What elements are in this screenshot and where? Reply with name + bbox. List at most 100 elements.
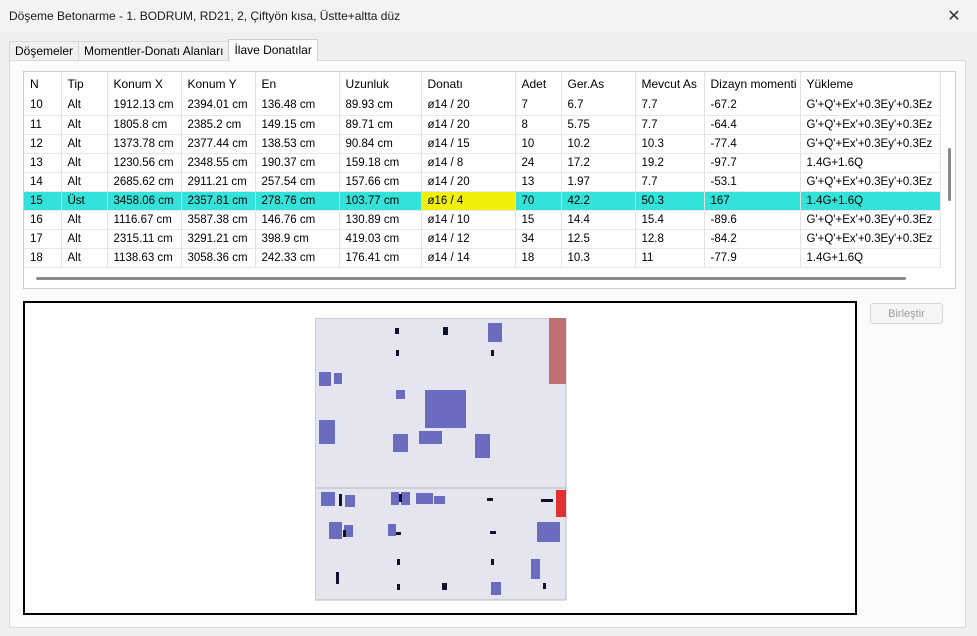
column-header[interactable]: Konum Y [181, 72, 256, 96]
table-cell: ø14 / 20 [421, 96, 516, 116]
table-row[interactable]: 10 Alt 1912.13 cm 2394.01 cm 136.48 cm 89.93 … [24, 96, 941, 116]
table-cell: 103.77 cm [339, 191, 422, 211]
table-cell: 10.2 [561, 134, 636, 154]
tab-momentler[interactable]: Momentler-Donatı Alanları [78, 41, 230, 61]
table-cell: -97.7 [704, 153, 801, 173]
table-row[interactable]: 13 Alt 1230.56 cm 2348.55 cm 190.37 cm 159.18… [24, 153, 941, 173]
table-cell: 278.76 cm [255, 191, 340, 211]
slab-preview-canvas[interactable] [23, 301, 857, 615]
table-row[interactable]: 15 Üst 3458.06 cm 2357.81 cm 278.76 cm 103.77… [24, 191, 941, 211]
table-cell: 13 [515, 172, 562, 192]
rebar-area [434, 496, 445, 504]
column-header[interactable]: Yükleme [800, 72, 941, 96]
table-cell: 2357.81 cm [181, 191, 256, 211]
tab-ilave-donatilar[interactable]: İlave Donatılar [228, 39, 318, 61]
table-cell: 11 [635, 248, 705, 268]
column-header[interactable]: Konum X [107, 72, 182, 96]
tab-panel: N Tip Konum X Konum Y En Uzunluk Donatı Adet Ger… [9, 60, 966, 628]
table-cell: 130.89 cm [339, 210, 422, 230]
table-cell: ø16 / 4 [421, 191, 516, 211]
column-header[interactable]: Adet [515, 72, 562, 96]
table-cell: Alt [61, 172, 108, 192]
table-cell: 1.4G+1.6Q [800, 191, 941, 211]
column-header[interactable]: Mevcut As [635, 72, 705, 96]
table-cell: 242.33 cm [255, 248, 340, 268]
table-cell: 15 [515, 210, 562, 230]
table-cell: 157.66 cm [339, 172, 422, 192]
table-cell: 6.7 [561, 96, 636, 116]
table-cell: Alt [61, 115, 108, 135]
rebar-mark [491, 350, 494, 356]
table-cell: 2685.62 cm [107, 172, 182, 192]
vertical-scroll-thumb[interactable] [948, 148, 951, 201]
tab-doseme[interactable]: Döşemeler [9, 41, 80, 61]
table-cell: 14.4 [561, 210, 636, 230]
table-cell: 1.97 [561, 172, 636, 192]
data-grid: N Tip Konum X Konum Y En Uzunluk Donatı Adet Ger… [24, 72, 941, 268]
table-cell: 1373.78 cm [107, 134, 182, 154]
table-cell: 17 [24, 229, 62, 249]
table-cell: 16 [24, 210, 62, 230]
rebar-mark [397, 584, 400, 590]
column-header[interactable]: Tip [61, 72, 108, 96]
column-header[interactable]: En [255, 72, 340, 96]
table-cell: 3587.38 cm [181, 210, 256, 230]
table-cell: 70 [515, 191, 562, 211]
table-cell: Alt [61, 229, 108, 249]
rebar-area [344, 525, 353, 537]
table-cell: G'+Q'+Ex'+0.3Ey'+0.3Ez [800, 210, 941, 230]
rebar-area [319, 372, 331, 386]
title-bar: Döşeme Betonarme - 1. BODRUM, RD21, 2, Ç… [0, 0, 977, 32]
table-cell: -89.6 [704, 210, 801, 230]
table-cell: 257.54 cm [255, 172, 340, 192]
column-header[interactable]: Ger.As [561, 72, 636, 96]
column-header[interactable]: Dizayn momenti [704, 72, 801, 96]
table-cell: G'+Q'+Ex'+0.3Ey'+0.3Ez [800, 172, 941, 192]
table-cell: ø14 / 15 [421, 134, 516, 154]
column-header[interactable]: Uzunluk [339, 72, 422, 96]
table-cell: 398.9 cm [255, 229, 340, 249]
rebar-mark [397, 559, 400, 565]
table-cell: 1230.56 cm [107, 153, 182, 173]
rebar-area [401, 492, 410, 505]
table-cell: -77.9 [704, 248, 801, 268]
rebar-area [419, 431, 442, 444]
table-cell: 419.03 cm [339, 229, 422, 249]
column-header[interactable]: Donatı [421, 72, 516, 96]
vertical-scrollbar[interactable] [944, 72, 955, 268]
table-row[interactable]: 16 Alt 1116.67 cm 3587.38 cm 146.76 cm 130.89… [24, 210, 941, 230]
table-cell: -84.2 [704, 229, 801, 249]
horizontal-scrollbar[interactable] [24, 269, 944, 288]
table-cell: 7.7 [635, 96, 705, 116]
table-cell: Alt [61, 210, 108, 230]
table-cell: 13 [24, 153, 62, 173]
table-cell: 89.93 cm [339, 96, 422, 116]
column-header[interactable]: N [24, 72, 62, 96]
rebar-area [425, 390, 466, 428]
horizontal-scroll-thumb[interactable] [36, 277, 906, 280]
table-cell: -67.2 [704, 96, 801, 116]
table-cell: Alt [61, 153, 108, 173]
merge-button[interactable]: Birleştir [870, 303, 943, 324]
table-header: N Tip Konum X Konum Y En Uzunluk Donatı Adet Ger… [24, 72, 941, 96]
slab-outline [315, 318, 567, 601]
table-cell: 136.48 cm [255, 96, 340, 116]
table-cell: 11 [24, 115, 62, 135]
table-row[interactable]: 18 Alt 1138.63 cm 3058.36 cm 242.33 cm 176.41… [24, 248, 941, 268]
table-cell: 10 [515, 134, 562, 154]
table-cell: G'+Q'+Ex'+0.3Ey'+0.3Ez [800, 134, 941, 154]
table-row[interactable]: 17 Alt 2315.11 cm 3291.21 cm 398.9 cm 419.03 … [24, 229, 941, 249]
table-cell: 1805.8 cm [107, 115, 182, 135]
reinforcement-table[interactable]: N Tip Konum X Konum Y En Uzunluk Donatı Adet Ger… [23, 71, 956, 289]
table-cell: 1.4G+1.6Q [800, 248, 941, 268]
table-row[interactable]: 12 Alt 1373.78 cm 2377.44 cm 138.53 cm 90.84 … [24, 134, 941, 154]
table-cell: 7.7 [635, 172, 705, 192]
table-row[interactable]: 11 Alt 1805.8 cm 2385.2 cm 149.15 cm 89.71 cm… [24, 115, 941, 135]
table-cell: Üst [61, 191, 108, 211]
table-row[interactable]: 14 Alt 2685.62 cm 2911.21 cm 257.54 cm 157.66… [24, 172, 941, 192]
table-cell: 159.18 cm [339, 153, 422, 173]
close-icon[interactable]: ✕ [947, 8, 961, 25]
table-cell: -53.1 [704, 172, 801, 192]
table-cell: -77.4 [704, 134, 801, 154]
